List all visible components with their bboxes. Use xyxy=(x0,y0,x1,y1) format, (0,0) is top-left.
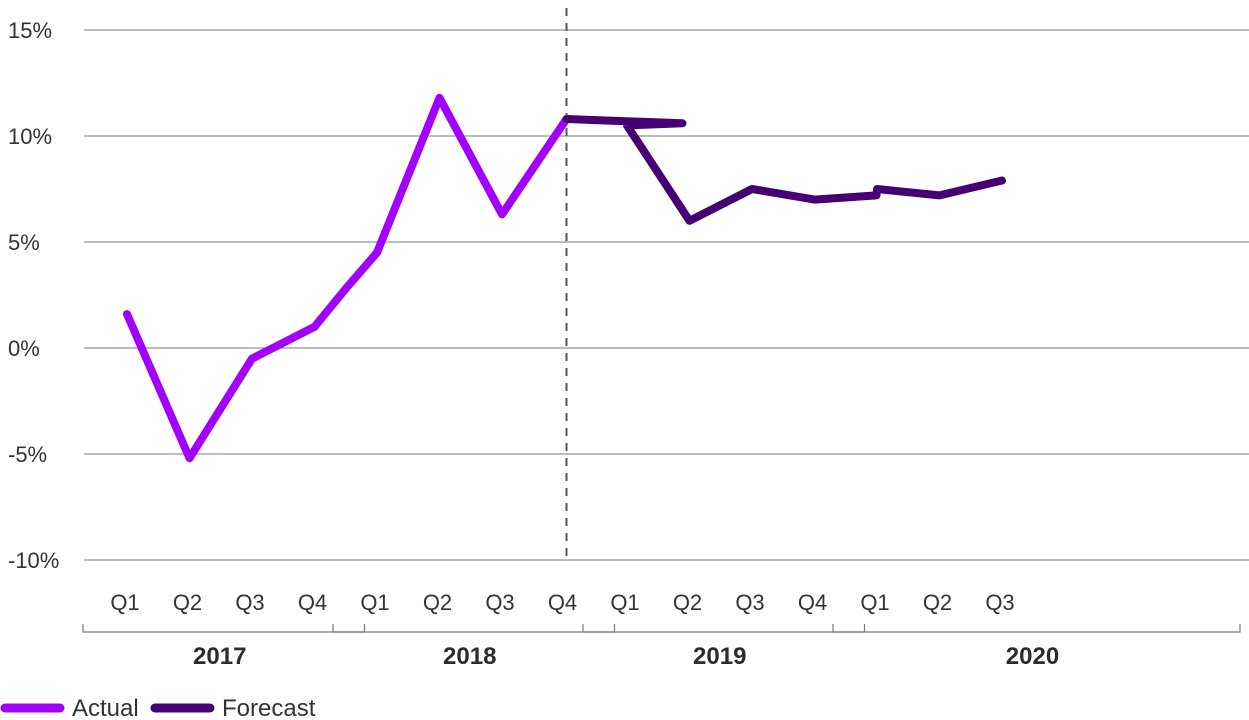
x-tick-label: Q2 xyxy=(423,590,452,615)
x-tick-label: Q1 xyxy=(610,590,639,615)
y-tick-label: 5% xyxy=(8,230,40,255)
y-axis-tick-labels: 15% 10% 5% 0% -5% -10% xyxy=(8,18,59,573)
x-tick-label: Q3 xyxy=(735,590,764,615)
legend: Actual Forecast xyxy=(0,695,316,720)
year-group-labels: 2017 2018 2019 2020 xyxy=(82,624,1241,670)
legend-label-actual: Actual xyxy=(72,695,139,720)
x-tick-label: Q2 xyxy=(173,590,202,615)
x-tick-label: Q2 xyxy=(673,590,702,615)
year-bracket xyxy=(832,624,1241,633)
y-tick-label: 15% xyxy=(8,18,52,43)
year-bracket xyxy=(332,624,616,633)
gridlines xyxy=(84,29,1249,561)
year-bracket xyxy=(582,624,866,633)
x-tick-label: Q3 xyxy=(485,590,514,615)
y-tick-label: -10% xyxy=(8,548,59,573)
x-axis-tick-labels: Q1 Q2 Q3 Q4 Q1 Q2 Q3 Q4 Q1 Q2 Q3 Q4 Q1 Q2 Q3 xyxy=(110,590,1014,615)
year-label: 2017 xyxy=(193,643,246,670)
x-tick-label: Q4 xyxy=(548,590,577,615)
series-line-actual xyxy=(123,93,571,463)
year-bracket xyxy=(82,624,366,633)
y-tick-label: 0% xyxy=(8,336,40,361)
year-label: 2020 xyxy=(1006,643,1059,670)
legend-label-forecast: Forecast xyxy=(222,695,316,720)
x-tick-label: Q3 xyxy=(235,590,264,615)
x-tick-label: Q1 xyxy=(110,590,139,615)
y-tick-label: 10% xyxy=(8,124,52,149)
x-tick-label: Q4 xyxy=(298,590,327,615)
year-label: 2019 xyxy=(693,643,746,670)
x-tick-label: Q2 xyxy=(923,590,952,615)
year-label: 2018 xyxy=(443,643,496,670)
x-tick-label: Q4 xyxy=(798,590,827,615)
y-tick-label: -5% xyxy=(8,442,47,467)
series-lines xyxy=(123,93,1006,463)
x-tick-label: Q1 xyxy=(360,590,389,615)
series-line-forecast xyxy=(562,115,1006,225)
x-tick-label: Q1 xyxy=(860,590,889,615)
x-tick-label: Q3 xyxy=(985,590,1014,615)
